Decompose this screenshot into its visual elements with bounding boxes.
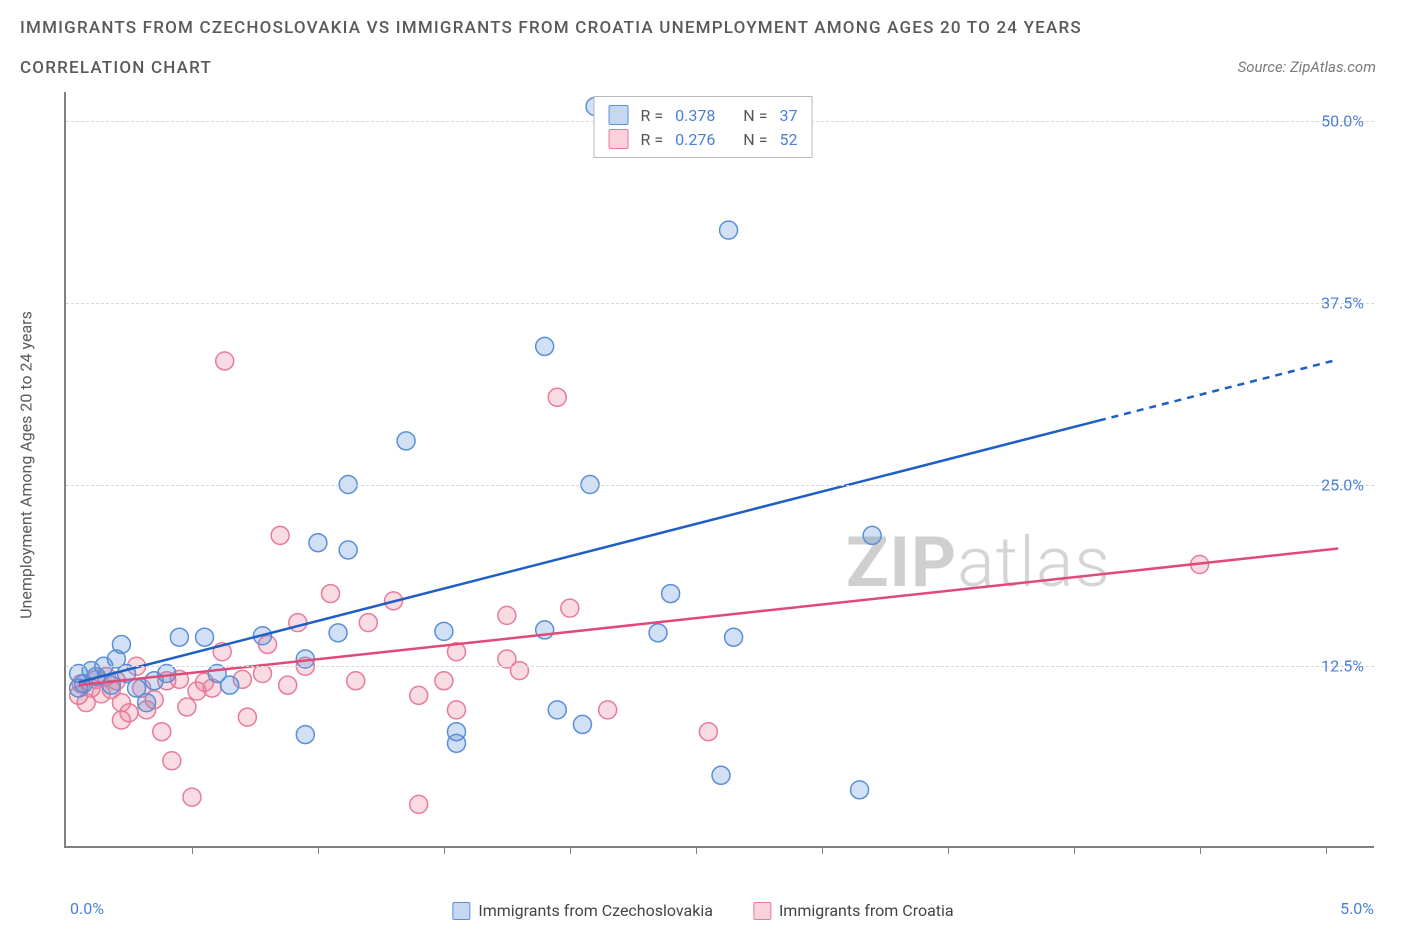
scatter-point	[238, 708, 256, 726]
x-tick	[570, 846, 571, 854]
scatter-point	[339, 541, 357, 559]
scatter-point	[720, 221, 738, 239]
x-tick	[948, 846, 949, 854]
scatter-point	[435, 622, 453, 640]
stats-r-value-a: 0.378	[675, 106, 715, 125]
legend-swatch-a	[452, 902, 470, 920]
scatter-point	[510, 662, 528, 680]
source-attribution: Source: ZipAtlas.com	[1238, 58, 1376, 76]
scatter-point	[153, 723, 171, 741]
stats-r-label-a: R =	[641, 106, 664, 125]
scatter-point	[599, 701, 617, 719]
scatter-point	[178, 698, 196, 716]
y-axis-label: Unemployment Among Ages 20 to 24 years	[17, 311, 36, 619]
y-tick-label: 50.0%	[1321, 112, 1364, 131]
stats-row-b: R = 0.276 N = 52	[609, 127, 798, 151]
legend-label-b: Immigrants from Croatia	[779, 901, 954, 920]
scatter-point	[435, 672, 453, 690]
scatter-point	[536, 337, 554, 355]
scatter-point	[699, 723, 717, 741]
legend-bottom: Immigrants from Czechoslovakia Immigrant…	[452, 901, 953, 920]
x-tick	[1200, 846, 1201, 854]
x-tick	[822, 846, 823, 854]
stats-box: R = 0.378 N = 37 R = 0.276 N = 52	[594, 96, 813, 158]
scatter-point	[410, 795, 428, 813]
x-axis-max-label: 5.0%	[1340, 899, 1374, 918]
scatter-point	[712, 766, 730, 784]
scatter-point	[221, 676, 239, 694]
legend-item-a: Immigrants from Czechoslovakia	[452, 901, 713, 920]
scatter-point	[183, 788, 201, 806]
stats-r-label-b: R =	[641, 130, 664, 149]
stats-n-value-a: 37	[779, 106, 797, 125]
scatter-point	[548, 701, 566, 719]
legend-label-a: Immigrants from Czechoslovakia	[478, 901, 713, 920]
y-tick-label: 12.5%	[1321, 657, 1364, 676]
x-tick	[192, 846, 193, 854]
scatter-point	[289, 614, 307, 632]
trend-line-extension	[1099, 360, 1338, 421]
x-axis-min-label: 0.0%	[70, 899, 104, 918]
grid-line	[66, 666, 1374, 667]
stats-n-label-b: N =	[743, 130, 767, 149]
scatter-point	[112, 635, 130, 653]
stats-row-a: R = 0.378 N = 37	[609, 103, 798, 127]
x-tick	[444, 846, 445, 854]
x-tick	[318, 846, 319, 854]
stats-n-value-b: 52	[779, 130, 797, 149]
scatter-point	[649, 624, 667, 642]
scatter-point	[548, 388, 566, 406]
scatter-point	[271, 526, 289, 544]
scatter-point	[309, 534, 327, 552]
scatter-point	[498, 606, 516, 624]
stats-swatch-a	[609, 105, 629, 125]
grid-line	[66, 303, 1374, 304]
y-tick-label: 25.0%	[1321, 475, 1364, 494]
scatter-point	[196, 628, 214, 646]
scatter-point	[296, 726, 314, 744]
scatter-point	[102, 676, 120, 694]
x-tick	[1074, 846, 1075, 854]
scatter-point	[120, 704, 138, 722]
scatter-point	[863, 526, 881, 544]
chart-title-main: IMMIGRANTS FROM CZECHOSLOVAKIA VS IMMIGR…	[20, 18, 1082, 38]
x-tick	[1326, 846, 1327, 854]
stats-r-value-b: 0.276	[675, 130, 715, 149]
trend-line	[79, 549, 1339, 686]
scatter-point	[170, 628, 188, 646]
scatter-point	[359, 614, 377, 632]
scatter-point	[322, 585, 340, 603]
stats-n-label-a: N =	[743, 106, 767, 125]
legend-item-b: Immigrants from Croatia	[753, 901, 954, 920]
grid-line	[66, 485, 1374, 486]
chart-svg	[66, 92, 1374, 846]
legend-swatch-b	[753, 902, 771, 920]
scatter-point	[329, 624, 347, 642]
chart-title-sub: CORRELATION CHART	[20, 58, 212, 78]
scatter-point	[347, 672, 365, 690]
scatter-point	[447, 701, 465, 719]
scatter-point	[851, 781, 869, 799]
scatter-point	[447, 734, 465, 752]
stats-swatch-b	[609, 129, 629, 149]
scatter-point	[725, 628, 743, 646]
y-tick-label: 37.5%	[1321, 293, 1364, 312]
scatter-point	[279, 676, 297, 694]
scatter-point	[410, 686, 428, 704]
scatter-point	[397, 432, 415, 450]
plot-area: ZIPatlas 12.5%25.0%37.5%50.0%	[64, 92, 1374, 848]
scatter-point	[163, 752, 181, 770]
scatter-point	[573, 715, 591, 733]
x-tick	[696, 846, 697, 854]
scatter-point	[561, 599, 579, 617]
scatter-point	[662, 585, 680, 603]
scatter-point	[138, 694, 156, 712]
trend-line	[79, 421, 1099, 683]
scatter-point	[216, 352, 234, 370]
